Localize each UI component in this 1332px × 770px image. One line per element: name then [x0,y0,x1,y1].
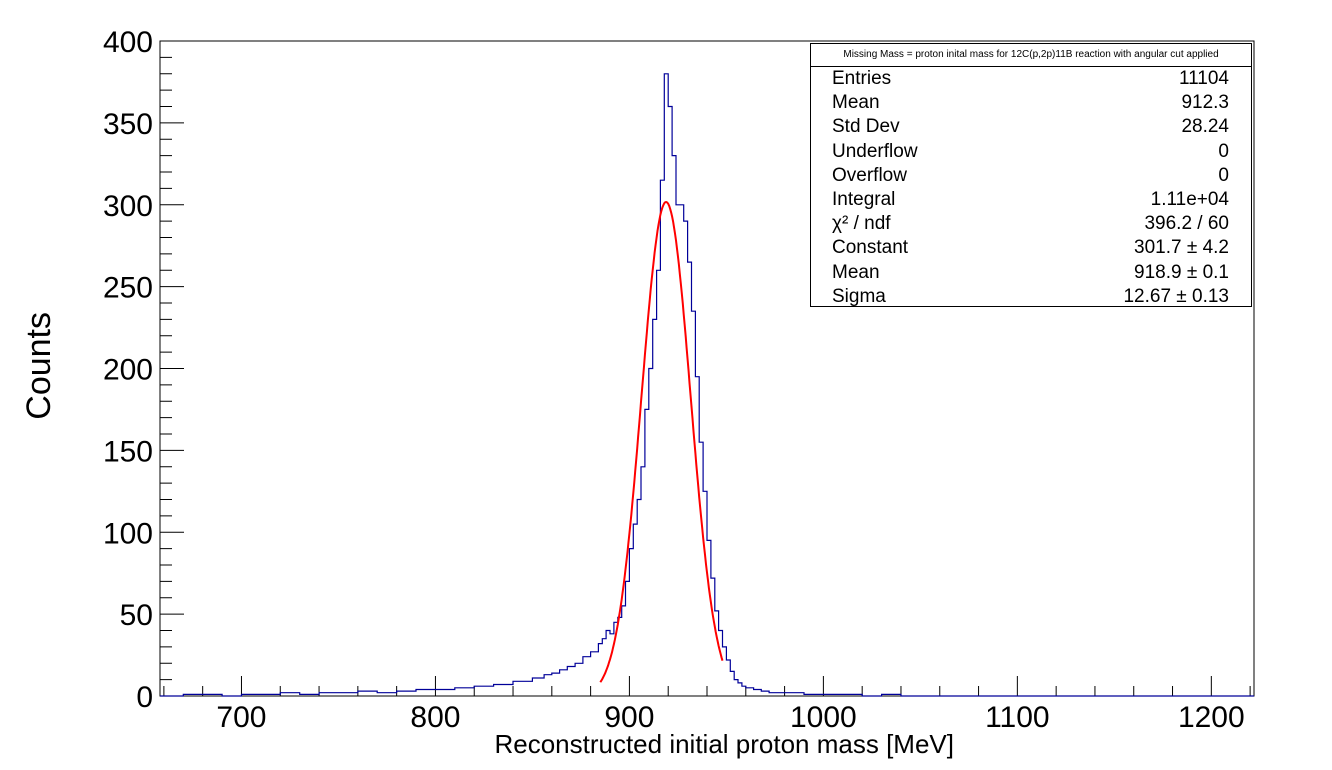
y-tick-label: 0 [136,681,153,714]
stats-row: χ² / ndf 396.2 / 60 [811,212,1251,236]
stats-row: Mean 912.3 [811,91,1251,115]
y-tick-label: 100 [103,517,153,550]
y-tick-label: 350 [103,108,153,141]
x-tick-label: 700 [216,701,266,734]
x-tick-label: 900 [604,701,654,734]
fit-layer [599,200,724,683]
x-tick-label: 800 [410,701,460,734]
stats-label: Underflow [832,140,918,162]
stats-value: 918.9 ± 0.1 [1134,261,1229,283]
stats-value: 301.7 ± 4.2 [1134,237,1229,259]
stats-row: Overflow 0 [811,164,1251,188]
stats-row: Mean 918.9 ± 0.1 [811,261,1251,285]
stats-box: Missing Mass = proton inital mass for 12… [810,43,1252,307]
stats-value: 12.67 ± 0.13 [1123,285,1229,307]
stats-label: Std Dev [832,116,900,138]
stats-label: Entries [832,68,892,89]
stats-value: 912.3 [1181,92,1229,114]
x-tick-label: 1100 [985,701,1050,734]
x-tick-label: 1000 [790,701,857,734]
x-axis-ticks: 700 800 900 1000 1100 1200 [163,676,1251,734]
y-tick-label: 250 [103,272,153,305]
stats-value: 11104 [1178,68,1229,89]
stats-label: Constant [832,237,909,259]
stats-row: Std Dev 28.24 [811,115,1251,139]
stats-row: Entries 11104 [811,67,1251,91]
y-tick-label: 400 [103,26,153,59]
stats-title: Missing Mass = proton inital mass for 12… [811,44,1251,67]
y-tick-label: 50 [120,599,153,632]
stats-rows: Entries 11104 Mean 912.3 Std Dev 28.24 Underfl… [811,67,1251,309]
stats-label: χ² / ndf [832,213,891,235]
stats-row: Constant 301.7 ± 4.2 [811,236,1251,260]
histogram-layer [160,73,1254,697]
stats-label: Integral [832,188,896,210]
stats-label: Sigma [832,285,886,307]
x-axis-title: Reconstructed initial proton mass [MeV] [494,729,954,759]
stats-value: 1.11e+04 [1150,188,1229,210]
stats-value: 0 [1218,164,1229,186]
stats-value: 0 [1218,140,1229,162]
y-axis-title: Counts [20,312,58,420]
y-axis-ticks: 0 50 100 150 200 250 300 350 400 [103,26,184,714]
y-tick-label: 300 [103,190,153,223]
stats-label: Overflow [832,164,907,186]
y-tick-label: 150 [103,435,153,468]
stats-row: Sigma 12.67 ± 0.13 [811,285,1251,309]
stats-row: Integral 1.11e+04 [811,188,1251,212]
stats-value: 396.2 / 60 [1144,213,1229,235]
stats-row: Underflow 0 [811,140,1251,164]
stats-label: Mean [832,261,880,283]
stats-value: 28.24 [1181,116,1229,138]
x-tick-label: 1200 [1178,701,1245,734]
gaussian-fit-curve [599,200,724,683]
y-tick-label: 200 [103,354,153,387]
histogram-steps [160,73,1254,697]
stats-label: Mean [832,92,880,114]
